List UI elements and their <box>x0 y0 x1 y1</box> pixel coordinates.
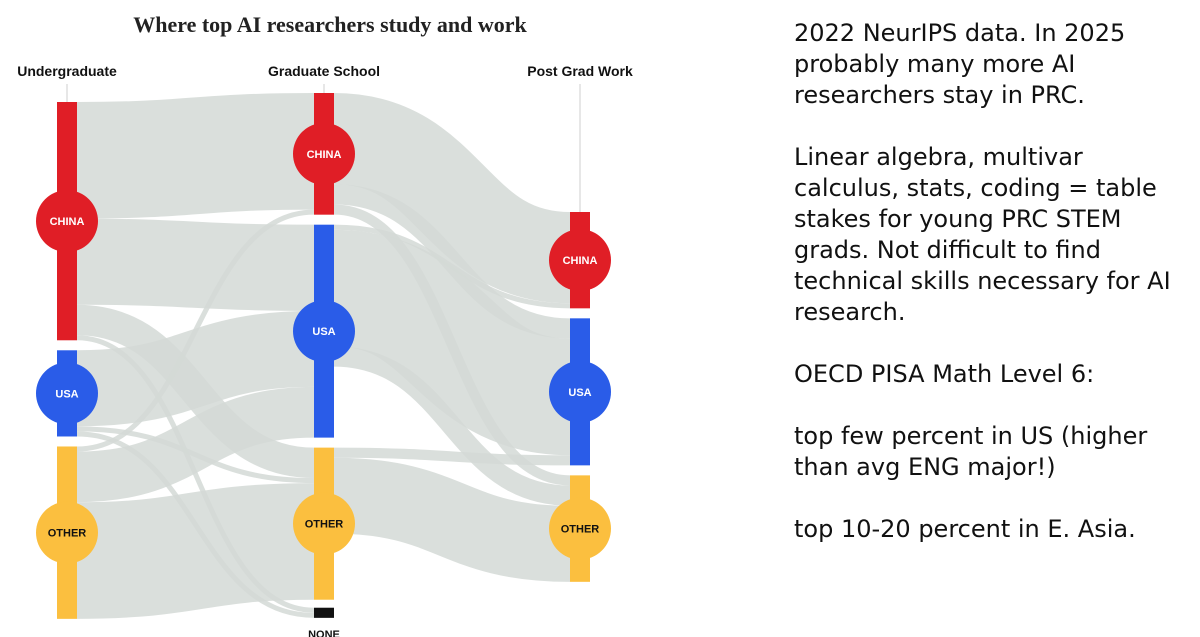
node-label-pg_other: OTHER <box>561 524 600 536</box>
node-label-gs_other: OTHER <box>305 519 344 531</box>
commentary-paragraph: top 10-20 percent in E. Asia. <box>794 515 1136 543</box>
commentary-paragraph: top few percent in US (higher than avg E… <box>794 422 1148 481</box>
commentary-paragraph: Linear algebra, multivar calculus, stats… <box>794 143 1171 326</box>
flow-link-ug_usa-to-gs_usa <box>76 310 315 427</box>
node-circle-gs_usa <box>293 300 355 363</box>
node-label-gs_usa: USA <box>312 326 335 338</box>
node-label-pg_usa: USA <box>568 387 591 399</box>
flow-link-gs_other-to-pg_usa <box>333 447 571 466</box>
node-label-gs_none: NONE <box>308 629 340 637</box>
node-label-pg_china: CHINA <box>563 255 598 267</box>
sankey-links <box>76 93 573 619</box>
flow-link-ug_china-to-gs_china <box>76 93 315 219</box>
flow-link-ug_other-to-gs_other <box>76 483 315 619</box>
stage-label-graduate-school: Graduate School <box>267 63 381 79</box>
chart-title: Where top AI researchers study and work <box>133 12 527 37</box>
node-label-ug_china: CHINA <box>50 216 85 228</box>
flow-link-gs_usa-to-pg_usa <box>331 229 573 456</box>
node-label-gs_china: CHINA <box>307 149 342 161</box>
node-circle-gs_other <box>293 492 355 555</box>
node-circle-gs_china <box>293 122 355 185</box>
sankey-chart: Where top AI researchers study and work … <box>17 12 633 637</box>
commentary-panel: 2022 NeurIPS data. In 2025 probably many… <box>794 18 1194 576</box>
flow-link-gs_china-to-pg_china <box>331 93 573 304</box>
node-circle-pg_china <box>549 229 611 292</box>
sankey-plot: CHINA USA OTHER CHINA USA OTHER NONE CHINA USA OT… <box>36 84 611 637</box>
node-bar-gs_none <box>314 607 334 618</box>
node-label-ug_usa: USA <box>55 388 78 400</box>
commentary-paragraph: 2022 NeurIPS data. In 2025 probably many… <box>794 19 1126 109</box>
node-circle-ug_china <box>36 190 98 253</box>
node-circle-ug_usa <box>36 362 98 425</box>
flow-link-gs_usa-to-pg_other <box>333 346 571 506</box>
stage-label-post-grad-work: Post Grad Work <box>527 63 633 79</box>
flow-link-ug_china-to-gs_usa <box>76 218 315 311</box>
flow-link-ug_other-to-gs_china <box>76 209 315 452</box>
stage-label-undergraduate: Undergraduate <box>17 63 117 79</box>
node-circle-pg_usa <box>549 360 611 423</box>
flow-link-ug_other-to-gs_usa <box>76 386 315 503</box>
node-circle-pg_other <box>549 497 611 560</box>
flow-link-gs_china-to-pg_usa <box>333 184 571 339</box>
commentary-paragraph: OECD PISA Math Level 6: <box>794 360 1095 388</box>
node-circle-ug_other <box>36 501 98 564</box>
node-label-ug_other: OTHER <box>48 528 87 540</box>
flow-link-gs_other-to-pg_other <box>333 457 571 582</box>
